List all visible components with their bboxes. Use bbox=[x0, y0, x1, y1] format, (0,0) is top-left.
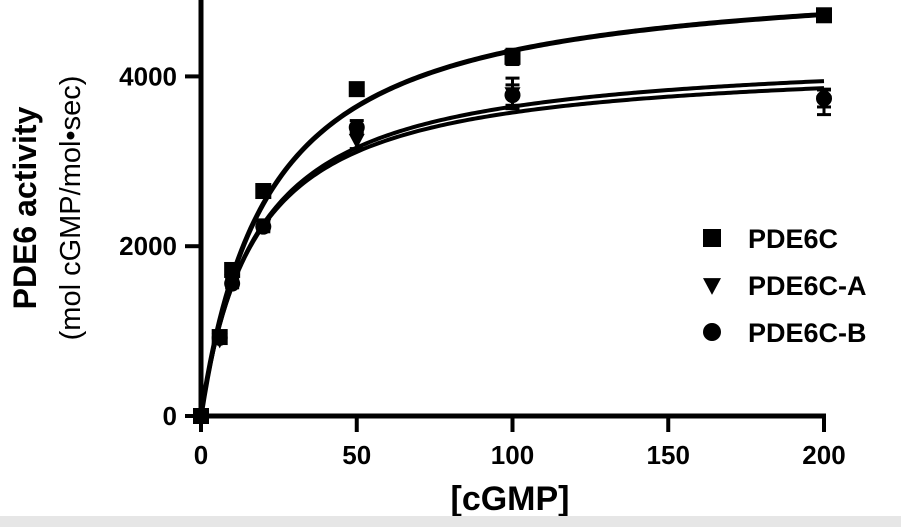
fit-curve-pde6c-b bbox=[199, 86, 825, 417]
bottom-band bbox=[0, 516, 901, 527]
data-point-pde6c bbox=[348, 81, 365, 98]
data-point-pde6c-b bbox=[211, 329, 228, 346]
data-point-pde6c bbox=[504, 48, 521, 65]
y-axis-units: (mol cGMP/mol•sec) bbox=[55, 76, 87, 341]
legend: PDE6C PDE6C-A PDE6C-B bbox=[703, 224, 867, 348]
data-point-pde6c-b bbox=[816, 90, 832, 107]
data-point-pde6c-b bbox=[348, 119, 365, 136]
data-points bbox=[193, 7, 832, 425]
data-point-pde6c-b bbox=[224, 275, 241, 292]
legend-label: PDE6C bbox=[748, 224, 838, 254]
data-point-pde6c-a bbox=[348, 133, 365, 149]
x-tick-label: 100 bbox=[491, 440, 534, 470]
fit-curve-pde6c-a bbox=[199, 79, 825, 417]
data-point-pde6c bbox=[816, 7, 832, 24]
y-tick-label: 2000 bbox=[119, 231, 177, 261]
fit-curves bbox=[198, 11, 825, 417]
x-tick-label: 50 bbox=[342, 440, 371, 470]
data-point-pde6c bbox=[224, 261, 241, 278]
x-tick-label: 150 bbox=[647, 440, 690, 470]
data-point-pde6c bbox=[255, 183, 272, 200]
y-axis-label: PDE6 activity bbox=[7, 106, 43, 309]
data-point-pde6c-b bbox=[255, 218, 272, 235]
legend-label: PDE6C-A bbox=[748, 271, 867, 301]
data-point-pde6c-b bbox=[193, 408, 209, 424]
y-tick-label: 0 bbox=[163, 401, 177, 431]
data-point-pde6c-b bbox=[504, 87, 521, 104]
x-tick-label: 0 bbox=[194, 440, 208, 470]
legend-marker-pde6c-b bbox=[703, 323, 721, 341]
legend-marker-pde6c bbox=[703, 229, 721, 247]
legend-label: PDE6C-B bbox=[748, 318, 867, 348]
y-tick-label: 4000 bbox=[119, 61, 177, 91]
x-axis-label: [cGMP] bbox=[451, 480, 570, 518]
fit-curve-pde6c bbox=[198, 11, 825, 417]
x-tick-label: 200 bbox=[802, 440, 845, 470]
legend-marker-pde6c-a bbox=[703, 278, 721, 295]
